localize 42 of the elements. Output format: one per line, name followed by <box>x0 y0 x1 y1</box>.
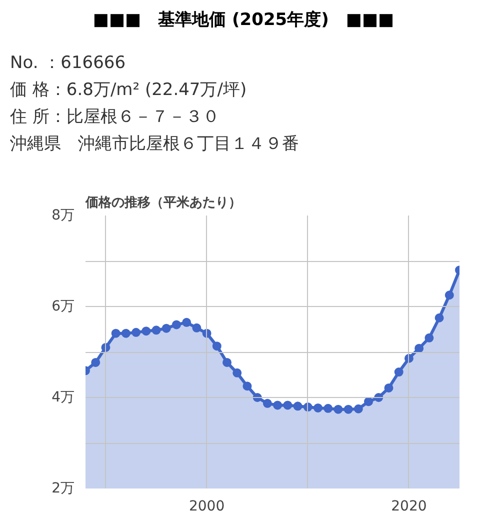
point <box>222 358 232 367</box>
point <box>394 368 404 377</box>
point <box>354 404 363 414</box>
y-tick-label: 8万 <box>52 208 75 224</box>
y-tick-label: 6万 <box>52 298 75 314</box>
point <box>344 404 353 414</box>
point <box>414 344 424 353</box>
point <box>121 328 130 338</box>
point <box>293 402 302 411</box>
point <box>364 397 374 406</box>
point <box>212 342 222 351</box>
x-tick-label: 2020 <box>391 498 427 514</box>
point <box>334 404 343 414</box>
point <box>162 324 171 333</box>
point <box>111 328 120 338</box>
x-tick-label: 2000 <box>188 498 225 514</box>
point <box>273 400 282 410</box>
y-tick-label: 2万 <box>52 480 75 496</box>
point <box>91 358 100 367</box>
text: 住 所：比屋根６－７－３０ <box>10 106 220 129</box>
point <box>324 404 333 413</box>
point <box>152 326 161 335</box>
point <box>313 403 322 412</box>
chart-title: ■■■ 基準地価 (2025年度) ■■■ <box>92 9 394 32</box>
point <box>242 382 252 391</box>
point <box>434 313 444 322</box>
text: No. ：616666 <box>10 52 126 75</box>
point <box>262 398 272 408</box>
point <box>132 328 141 337</box>
point <box>424 333 434 342</box>
point <box>283 400 292 410</box>
point <box>172 320 181 330</box>
point <box>142 326 151 336</box>
chart-subtitle: 価格の推移（平米あたり） <box>84 196 242 210</box>
point <box>232 368 242 378</box>
point <box>182 318 192 327</box>
y-tick-label: 4万 <box>52 390 75 406</box>
point <box>384 383 394 392</box>
point <box>192 323 202 332</box>
point <box>444 290 454 300</box>
text: 沖縄県 沖縄市比屋根６丁目１４９番 <box>10 133 299 156</box>
text: 価 格：6.8万/m² (22.47万/坪) <box>10 79 247 102</box>
